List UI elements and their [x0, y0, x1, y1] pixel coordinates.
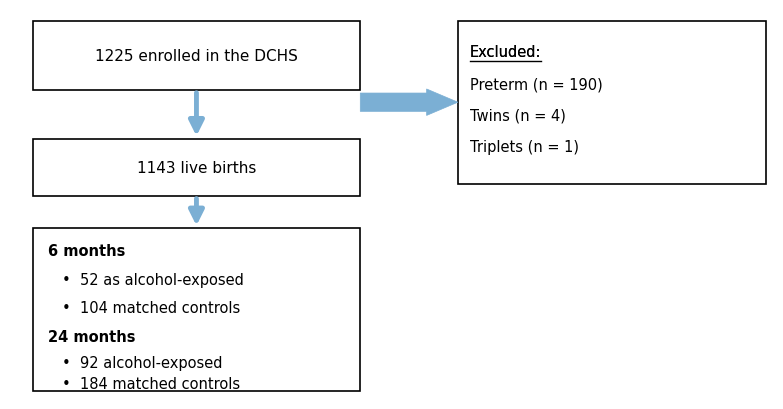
Polygon shape [360, 90, 458, 116]
FancyBboxPatch shape [33, 22, 360, 91]
Text: Excluded:: Excluded: [470, 45, 541, 60]
FancyBboxPatch shape [33, 139, 360, 196]
Text: 6 months: 6 months [49, 244, 125, 259]
Text: Twins (n = 4): Twins (n = 4) [470, 108, 565, 124]
Text: 24 months: 24 months [49, 329, 135, 344]
Text: Excluded:: Excluded: [470, 45, 541, 60]
FancyBboxPatch shape [33, 229, 360, 391]
Text: •  184 matched controls: • 184 matched controls [62, 377, 240, 391]
FancyBboxPatch shape [458, 22, 766, 184]
Text: 1143 live births: 1143 live births [137, 160, 256, 175]
Text: 1225 enrolled in the DCHS: 1225 enrolled in the DCHS [95, 49, 298, 64]
Text: •  92 alcohol-exposed: • 92 alcohol-exposed [62, 355, 222, 371]
Text: •  52 as alcohol-exposed: • 52 as alcohol-exposed [62, 272, 244, 287]
Text: •  104 matched controls: • 104 matched controls [62, 301, 240, 316]
Text: Preterm (n = 190): Preterm (n = 190) [470, 77, 602, 92]
Text: Triplets (n = 1): Triplets (n = 1) [470, 140, 579, 155]
